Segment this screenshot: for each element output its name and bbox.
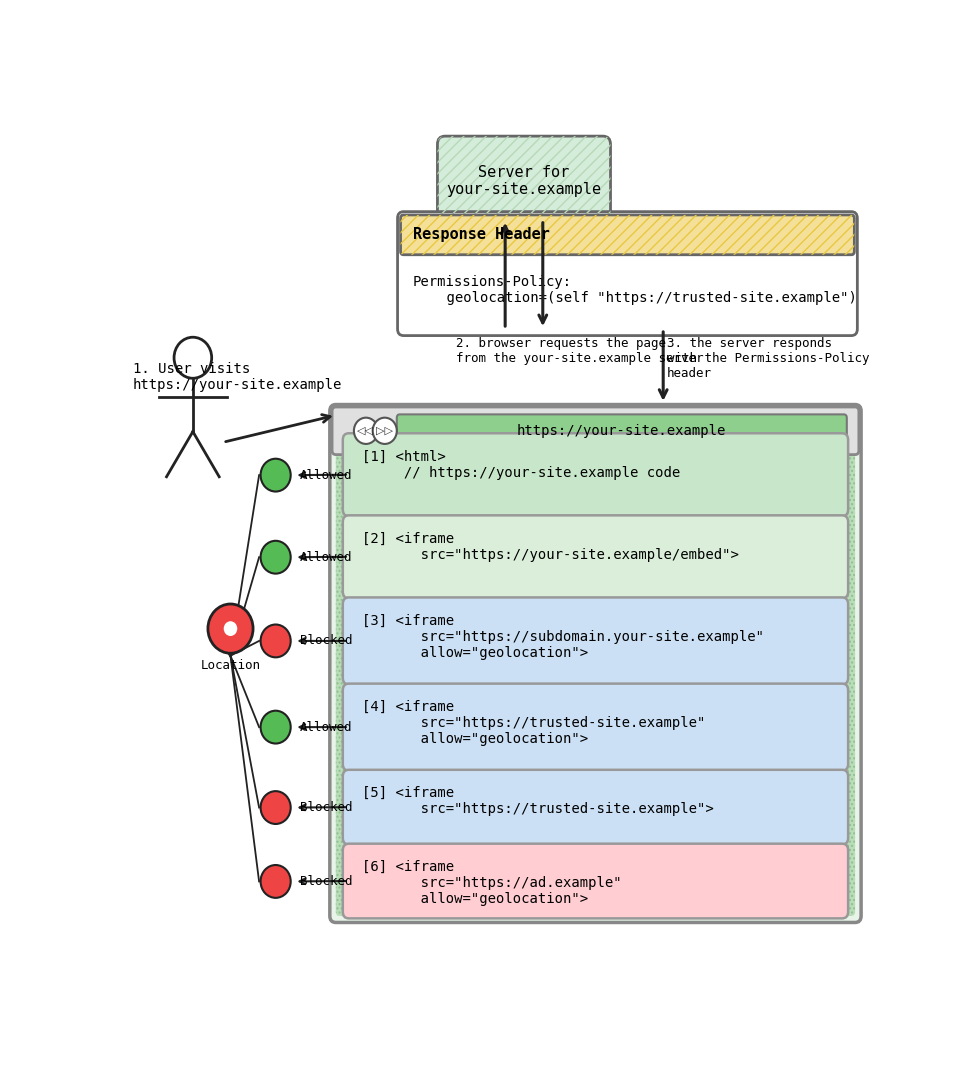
Circle shape — [260, 711, 290, 744]
Text: ◁◁: ◁◁ — [357, 425, 375, 436]
Text: Allowed: Allowed — [300, 469, 352, 482]
Text: Allowed: Allowed — [300, 721, 352, 733]
FancyBboxPatch shape — [336, 449, 855, 916]
Text: ▷▷: ▷▷ — [376, 425, 393, 436]
Circle shape — [260, 791, 290, 824]
Text: Blocked: Blocked — [300, 634, 352, 647]
Circle shape — [373, 418, 397, 443]
FancyBboxPatch shape — [343, 683, 848, 771]
Text: [1] <html>
     // https://your-site.example code: [1] <html> // https://your-site.example … — [362, 450, 681, 480]
Circle shape — [208, 604, 253, 653]
FancyBboxPatch shape — [343, 433, 848, 516]
Text: 1. User visits
https://your-site.example: 1. User visits https://your-site.example — [133, 361, 342, 392]
Text: Response Header: Response Header — [413, 227, 550, 242]
FancyBboxPatch shape — [332, 407, 858, 454]
Circle shape — [223, 621, 237, 636]
Circle shape — [260, 865, 290, 898]
Text: https://your-site.example: https://your-site.example — [518, 424, 726, 438]
Text: Permissions-Policy:
    geolocation=(self "https://trusted-site.example"): Permissions-Policy: geolocation=(self "h… — [413, 275, 856, 305]
Text: Server for
your-site.example: Server for your-site.example — [447, 165, 602, 197]
FancyBboxPatch shape — [343, 843, 848, 919]
Text: 2. browser requests the page
from the your-site.example server: 2. browser requests the page from the yo… — [456, 337, 704, 366]
Text: [2] <iframe
       src="https://your-site.example/embed">: [2] <iframe src="https://your-site.examp… — [362, 532, 739, 562]
Text: Allowed: Allowed — [300, 551, 352, 564]
Text: Blocked: Blocked — [300, 875, 352, 888]
FancyBboxPatch shape — [343, 597, 848, 684]
Text: Location: Location — [200, 660, 260, 673]
FancyBboxPatch shape — [401, 215, 854, 255]
FancyBboxPatch shape — [397, 415, 847, 448]
Circle shape — [353, 418, 378, 443]
Polygon shape — [212, 628, 250, 656]
Text: [3] <iframe
       src="https://subdomain.your-site.example"
       allow="geolo: [3] <iframe src="https://subdomain.your-… — [362, 614, 764, 660]
Circle shape — [260, 458, 290, 491]
Text: [4] <iframe
       src="https://trusted-site.example"
       allow="geolocation": [4] <iframe src="https://trusted-site.ex… — [362, 700, 706, 746]
Circle shape — [260, 625, 290, 658]
FancyBboxPatch shape — [397, 212, 857, 336]
Circle shape — [260, 540, 290, 574]
Text: [5] <iframe
       src="https://trusted-site.example">: [5] <iframe src="https://trusted-site.ex… — [362, 787, 714, 817]
Text: 3. the server responds
with the Permissions-Policy
header: 3. the server responds with the Permissi… — [667, 337, 869, 381]
FancyBboxPatch shape — [343, 770, 848, 844]
Text: [6] <iframe
       src="https://ad.example"
       allow="geolocation">: [6] <iframe src="https://ad.example" all… — [362, 860, 622, 906]
FancyBboxPatch shape — [343, 515, 848, 598]
FancyBboxPatch shape — [330, 404, 861, 922]
Circle shape — [174, 337, 212, 378]
FancyBboxPatch shape — [437, 136, 611, 226]
Text: Blocked: Blocked — [300, 801, 352, 814]
